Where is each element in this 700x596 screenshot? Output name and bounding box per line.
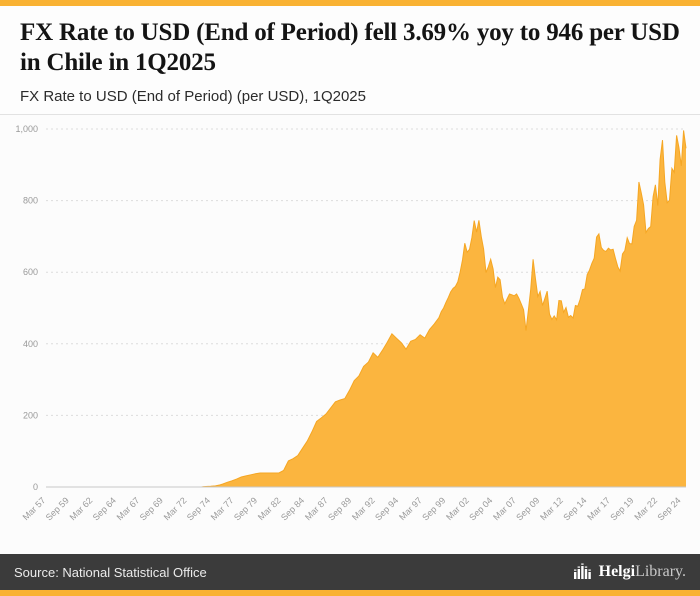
y-tick-label: 200 [23, 410, 38, 420]
chart-area: 0 200 400 600 800 1,000 Mar 57 Sep 59 Mar 62 Sep … [0, 115, 700, 554]
x-tick-label: Sep 94 [373, 495, 400, 522]
y-tick-label: 800 [23, 196, 38, 206]
x-tick-label: Mar 77 [209, 495, 236, 522]
x-tick-label: Mar 67 [115, 495, 142, 522]
accent-bar-bottom [0, 590, 700, 596]
x-tick-label: Mar 97 [397, 495, 424, 522]
fx-rate-area-series [46, 130, 686, 487]
x-tick-label: Mar 17 [585, 495, 612, 522]
y-tick-label: 600 [23, 267, 38, 277]
x-tick-label: Mar 57 [21, 495, 48, 522]
x-tick-label: Sep 19 [608, 495, 635, 522]
x-tick-label: Sep 14 [561, 495, 588, 522]
y-tick-label: 0 [33, 482, 38, 492]
footer-bar: Source: National Statistical Office He [0, 554, 700, 590]
helgi-library-logo[interactable]: HelgiLibrary. [573, 563, 686, 581]
helgi-logo-icon [573, 563, 591, 579]
y-tick-label: 1,000 [15, 124, 38, 134]
x-tick-label: Sep 79 [232, 495, 259, 522]
brand-name-rest: Library. [635, 563, 686, 580]
x-tick-label: Sep 59 [44, 495, 71, 522]
x-tick-label: Mar 02 [444, 495, 471, 522]
x-tick-label: Sep 69 [138, 495, 165, 522]
accent-bar-top [0, 0, 700, 6]
x-tick-label: Sep 84 [279, 495, 306, 522]
page-title: FX Rate to USD (End of Period) fell 3.69… [20, 19, 680, 76]
x-tick-label: Sep 09 [514, 495, 541, 522]
fx-rate-line [46, 130, 687, 488]
x-tick-label: Sep 24 [655, 495, 682, 522]
x-tick-label: Mar 72 [162, 495, 189, 522]
x-tick-label: Mar 62 [68, 495, 95, 522]
x-tick-label: Mar 87 [303, 495, 330, 522]
chart-subtitle: FX Rate to USD (End of Period) (per USD)… [20, 88, 366, 105]
x-tick-label: Sep 04 [467, 495, 494, 522]
x-tick-label: Mar 12 [538, 495, 565, 522]
brand-name-bold: Helgi [598, 563, 636, 580]
x-tick-label: Mar 22 [632, 495, 659, 522]
header: FX Rate to USD (End of Period) fell 3.69… [0, 6, 700, 115]
y-tick-label: 400 [23, 339, 38, 349]
x-tick-label: Mar 92 [350, 495, 377, 522]
x-tick-label: Sep 64 [91, 495, 118, 522]
x-tick-label: Mar 07 [491, 495, 518, 522]
x-tick-label: Sep 74 [185, 495, 212, 522]
x-tick-label: Sep 89 [326, 495, 353, 522]
x-tick-label: Sep 99 [420, 495, 447, 522]
x-tick-label: Mar 82 [256, 495, 283, 522]
source-text: Source: National Statistical Office [14, 564, 207, 580]
